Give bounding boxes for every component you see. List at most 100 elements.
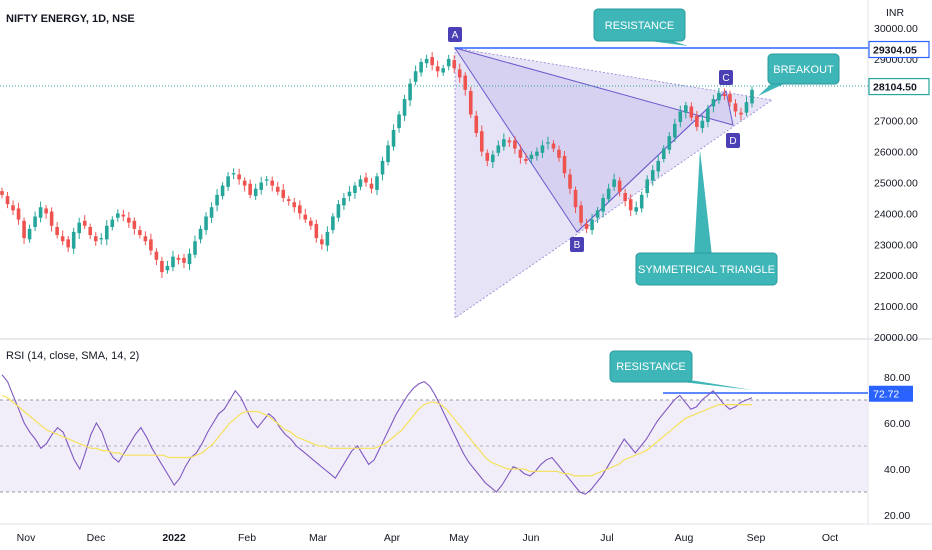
candle-body	[60, 236, 65, 242]
candle-body	[711, 99, 716, 107]
candle-body	[281, 189, 286, 198]
candle-body	[457, 69, 462, 78]
price-tag-label: 28104.50	[873, 82, 917, 94]
candle-body	[104, 225, 109, 240]
time-axis[interactable]: Nov Dec 2022 Feb Mar Apr May Jun Jul Aug Sep Oct	[17, 532, 839, 544]
price-tick-label: 25000.00	[874, 178, 918, 190]
candle-body	[127, 217, 131, 223]
candle-body	[353, 185, 357, 194]
rsi-series	[1, 374, 753, 495]
rsi-tag	[869, 385, 913, 402]
candle-body	[606, 188, 611, 200]
candle-body	[198, 228, 203, 240]
candle-body	[215, 194, 219, 206]
candle-body	[286, 199, 291, 202]
point-label-c[interactable]: C	[719, 70, 733, 85]
svg-text:D: D	[729, 136, 736, 147]
candle-body	[628, 199, 633, 211]
callout-breakout[interactable]: BREAKOUT	[758, 53, 840, 96]
candle-body	[154, 251, 159, 260]
candle-body	[0, 191, 4, 195]
candle-body	[380, 160, 385, 175]
rsi-tick-label: 40.00	[884, 464, 910, 476]
candle-body	[502, 139, 506, 147]
candle-body	[22, 220, 26, 239]
price-axis[interactable]: 30000.0029000.0028000.0027000.0026000.00…	[868, 23, 930, 344]
candle-body	[667, 136, 672, 150]
time-tick-label: Aug	[675, 532, 694, 544]
candle-body	[386, 145, 390, 163]
price-tag-label: 29304.05	[873, 45, 917, 57]
candle-body	[612, 179, 616, 187]
callout-symmetrical-triangle[interactable]: SYMMETRICAL TRIANGLE	[635, 150, 778, 286]
point-label-a[interactable]: A	[448, 27, 462, 42]
callout-resistance-top[interactable]: RESISTANCE	[593, 8, 688, 46]
candle-body	[231, 173, 236, 175]
candle-body	[5, 196, 10, 205]
candle-body	[424, 58, 429, 64]
candle-body	[656, 160, 661, 172]
candle-body	[44, 208, 48, 214]
candle-body	[634, 207, 638, 212]
candle-body	[55, 226, 59, 236]
chart-title: NIFTY ENERGY, 1D, NSE	[6, 13, 135, 25]
candle-body	[138, 230, 142, 236]
price-tick-label: 27000.00	[874, 116, 918, 128]
candle-body	[435, 66, 440, 72]
candle-body	[645, 179, 650, 194]
candle-body	[364, 177, 368, 183]
candle-body	[275, 186, 280, 192]
candle-body	[518, 149, 523, 158]
time-tick-label: May	[449, 532, 470, 544]
candle-body	[568, 174, 572, 189]
candle-body	[391, 129, 396, 147]
rsi-axis[interactable]: 80.00 60.00 40.00 20.00 72.72	[869, 372, 913, 522]
candle-body	[264, 179, 269, 181]
time-tick-label: Sep	[747, 532, 766, 544]
svg-text:A: A	[452, 30, 459, 41]
candle-body	[220, 185, 225, 197]
svg-text:B: B	[574, 240, 581, 251]
candle-body	[590, 219, 594, 231]
candle-body	[93, 236, 98, 242]
candle-body	[744, 102, 749, 113]
time-tick-label: Jul	[600, 532, 613, 544]
candle-body	[182, 257, 186, 263]
candle-body	[342, 197, 346, 206]
candle-body	[650, 170, 655, 181]
rsi-line	[1, 374, 753, 495]
point-label-b[interactable]: B	[570, 237, 584, 252]
svg-text:SYMMETRICAL TRIANGLE: SYMMETRICAL TRIANGLE	[638, 264, 775, 276]
callout-resistance-rsi[interactable]: RESISTANCE	[609, 350, 752, 390]
candle-body	[165, 265, 170, 271]
candle-body	[11, 205, 15, 211]
candle-body	[750, 89, 754, 104]
candle-body	[71, 231, 76, 249]
candle-body	[325, 231, 330, 246]
candle-body	[33, 216, 37, 227]
candle-body	[524, 159, 528, 161]
candle-body	[226, 176, 230, 187]
candle-body	[579, 205, 583, 223]
candle-body	[463, 75, 468, 90]
svg-text:RESISTANCE: RESISTANCE	[616, 361, 685, 373]
candle-body	[419, 61, 423, 73]
candle-body	[584, 223, 589, 229]
candle-body	[722, 94, 727, 96]
candle-body	[369, 183, 374, 189]
candle-body	[88, 226, 93, 236]
candle-body	[551, 143, 556, 149]
point-label-d[interactable]: D	[726, 133, 740, 148]
time-tick-label: Apr	[384, 532, 401, 544]
candle-body	[684, 105, 688, 113]
candle-body	[479, 131, 484, 152]
svg-text:C: C	[722, 73, 729, 84]
candle-body	[358, 179, 363, 187]
candle-body	[446, 58, 451, 67]
rsi-sma-line	[1, 394, 752, 477]
time-tick-label: Dec	[87, 532, 106, 544]
rsi-title: RSI (14, close, SMA, 14, 2)	[6, 350, 140, 362]
candle-body	[540, 145, 545, 153]
candle-body	[413, 71, 418, 82]
candle-body	[507, 140, 512, 143]
